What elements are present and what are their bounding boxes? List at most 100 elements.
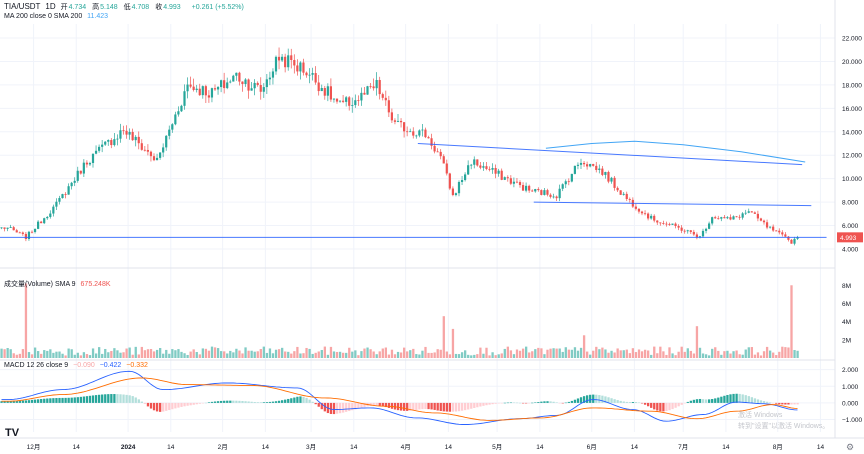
candle-body (210, 88, 214, 98)
macd-tick-label: 1.000 (842, 384, 859, 391)
macd-legend[interactable]: MACD 12 26 close 9 −0.090 −0.422 −0.332 (4, 362, 151, 369)
volume-bar (424, 346, 427, 358)
candle-body (299, 62, 302, 72)
ma-legend[interactable]: MA 200 close 0 SMA 200 11.423 (4, 13, 111, 20)
macd-histogram-bar (769, 402, 772, 403)
volume-bar (442, 316, 445, 358)
candle-body (21, 232, 24, 234)
volume-bar (37, 351, 40, 358)
macd-histogram-bar (573, 399, 577, 403)
macd-histogram-bar (576, 398, 580, 403)
candle-body (250, 88, 253, 91)
candle-body (277, 56, 281, 61)
symbol-legend[interactable]: TIA/USDT 1D 开4.734 高5.148 低4.708 收4.993 +0.… (4, 2, 247, 12)
macd-histogram-bar (479, 402, 482, 407)
candle-body (116, 138, 119, 140)
macd-histogram-bar (49, 398, 52, 403)
volume-bar (146, 349, 150, 358)
volume-bar (765, 346, 769, 358)
tradingview-logo[interactable]: TV (5, 427, 20, 439)
volume-bar (143, 350, 147, 358)
candle-body (146, 149, 149, 152)
macd-histogram-bar (152, 402, 156, 411)
macd-histogram-bar (540, 401, 543, 403)
candle-body (149, 151, 153, 157)
macd-histogram-bar (360, 402, 363, 408)
candle-body (753, 212, 756, 214)
volume-bar (320, 349, 323, 358)
volume-bar (183, 353, 186, 358)
macd-histogram-bar (250, 401, 253, 403)
candle-body (268, 77, 271, 80)
candle-body (552, 196, 555, 198)
candle-body (232, 75, 235, 82)
macd-histogram-bar (287, 398, 290, 403)
macd-histogram-bar (403, 402, 406, 411)
candle-body (534, 189, 537, 192)
macd-histogram-bar (695, 399, 699, 403)
macd-histogram-bar (726, 394, 729, 403)
volume-bar (186, 354, 189, 358)
candle-body (73, 180, 76, 183)
macd-pane[interactable] (0, 370, 799, 425)
volume-bar (573, 347, 577, 358)
candle-body (778, 230, 781, 233)
price-pane[interactable] (0, 47, 827, 246)
candle-body (680, 227, 683, 231)
macd-histogram-bar (55, 398, 58, 403)
candle-body (287, 55, 290, 68)
volume-bar (79, 355, 82, 358)
volume-bar (457, 354, 461, 358)
macd-histogram-bar (476, 402, 479, 408)
macd-histogram-bar (30, 399, 34, 403)
volume-bar (369, 349, 372, 358)
macd-histogram-bar (424, 402, 427, 410)
candle-body (586, 164, 589, 167)
macd-histogram-bar (640, 402, 644, 404)
volume-bar (543, 354, 546, 358)
volume-bar (622, 350, 625, 358)
macd-histogram-bar (33, 399, 37, 403)
candle-body (3, 227, 6, 229)
candle-body (223, 80, 226, 89)
macd-legend-signal: −0.332 (126, 362, 148, 369)
macd-histogram-bar (134, 397, 137, 403)
candle-body (701, 230, 705, 237)
candle-body (750, 211, 753, 213)
macd-histogram-bar (216, 401, 220, 403)
volume-bar (354, 350, 357, 358)
settings-gear-icon[interactable]: ⚙ (846, 442, 855, 452)
candle-body (85, 162, 88, 165)
macd-histogram-bar (342, 402, 345, 413)
macd-histogram-bar (512, 402, 516, 404)
macd-histogram-bar (247, 401, 250, 403)
volume-bar (561, 351, 564, 358)
volume-bar (762, 351, 766, 358)
volume-bar (634, 352, 638, 358)
volume-bar (235, 348, 238, 358)
volume-bar (567, 349, 570, 358)
macd-histogram-bar (735, 393, 738, 403)
macd-histogram-bar (692, 399, 696, 403)
macd-histogram-bar (244, 401, 247, 403)
candle-body (244, 79, 247, 85)
macd-histogram-bar (515, 402, 519, 404)
macd-histogram-bar (265, 402, 269, 403)
volume-legend[interactable]: 成交量(Volume) SMA 9 675.248K (4, 279, 114, 289)
volume-bar (756, 352, 760, 358)
macd-histogram-bar (625, 401, 628, 403)
macd-histogram-bar (689, 400, 692, 403)
candle-body (592, 164, 595, 166)
macd-histogram-bar (457, 402, 461, 412)
macd-histogram-bar (354, 402, 357, 410)
volume-bar (674, 355, 677, 358)
macd-histogram-bar (177, 402, 180, 408)
candle-body (387, 100, 390, 113)
candle-body (656, 220, 659, 223)
volume-bar (628, 353, 631, 358)
macd-histogram-bar (174, 402, 177, 409)
volume-bar (616, 348, 619, 358)
volume-pane[interactable] (0, 283, 799, 358)
candle-body (399, 120, 403, 123)
